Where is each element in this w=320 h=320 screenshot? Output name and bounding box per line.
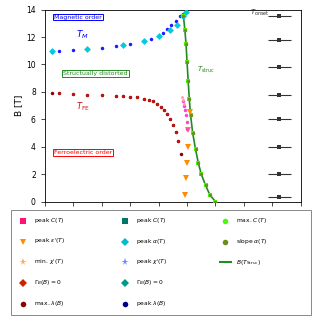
Text: $T_M$: $T_M$	[76, 28, 89, 41]
Y-axis label: B [T]: B [T]	[14, 95, 23, 116]
Text: $T_{\rm FE}$: $T_{\rm FE}$	[76, 100, 90, 113]
Text: peak $C(T)$: peak $C(T)$	[136, 216, 166, 225]
Text: min. $\chi'(T)$: min. $\chi'(T)$	[34, 258, 64, 267]
Text: peak $\varepsilon'(T)$: peak $\varepsilon'(T)$	[34, 237, 65, 246]
Text: slope $\alpha(T)$: slope $\alpha(T)$	[236, 237, 268, 246]
Text: peak $\alpha(T)$: peak $\alpha(T)$	[136, 237, 166, 246]
Text: $\Gamma_B(B)=0$: $\Gamma_B(B)=0$	[136, 278, 164, 287]
X-axis label: T [K]: T [K]	[162, 222, 183, 231]
Text: peak $\lambda(B)$: peak $\lambda(B)$	[136, 299, 166, 308]
Text: $\Gamma_B(B)=0$: $\Gamma_B(B)=0$	[34, 278, 62, 287]
Text: Structually distorted: Structually distorted	[63, 71, 128, 76]
Text: $T_{\rm onset}$: $T_{\rm onset}$	[250, 7, 269, 18]
Text: $T_{\rm struc}$: $T_{\rm struc}$	[197, 64, 215, 75]
Text: Ferroelectric order: Ferroelectric order	[54, 149, 112, 155]
Text: Magnetic order: Magnetic order	[54, 14, 102, 20]
Text: max. $C(T)$: max. $C(T)$	[236, 216, 267, 225]
Text: $B(T_{\rm Struc})$: $B(T_{\rm Struc})$	[236, 258, 261, 267]
Text: peak $\chi'(T)$: peak $\chi'(T)$	[136, 258, 167, 267]
Text: peak $C(T)$: peak $C(T)$	[34, 216, 65, 225]
Text: max. $\lambda(B)$: max. $\lambda(B)$	[34, 299, 65, 308]
